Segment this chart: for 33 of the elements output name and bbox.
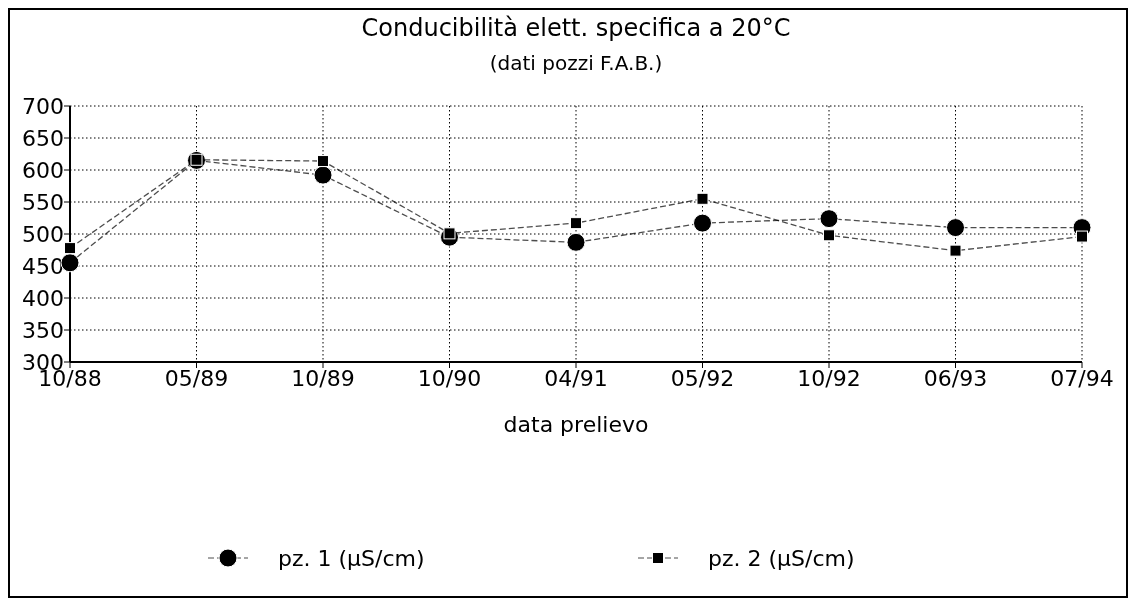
y-tick-label: 350 bbox=[22, 317, 64, 343]
chart-subtitle: (dati pozzi F.A.B.) bbox=[489, 51, 663, 75]
y-tick-label: 550 bbox=[22, 189, 64, 215]
point bbox=[696, 192, 709, 205]
point bbox=[946, 218, 965, 238]
point bbox=[693, 213, 712, 233]
point bbox=[1076, 230, 1088, 243]
x-tick-label: 10/92 bbox=[797, 366, 861, 391]
x-tick-label: 04/91 bbox=[544, 366, 608, 391]
point bbox=[570, 217, 582, 230]
x-tick-label: 10/90 bbox=[417, 366, 482, 391]
y-tick-label: 500 bbox=[22, 221, 64, 247]
legend-label: pz. 1 (µS/cm) bbox=[278, 545, 425, 571]
x-tick-label: 05/92 bbox=[670, 366, 735, 391]
legend-label: pz. 2 (µS/cm) bbox=[708, 545, 855, 571]
chart-title: Conducibilità elett. specifica a 20°C bbox=[361, 14, 791, 42]
point bbox=[64, 242, 76, 255]
y-tick-label: 600 bbox=[22, 157, 64, 183]
x-tick-label: 05/89 bbox=[164, 366, 229, 391]
point bbox=[819, 209, 839, 229]
point bbox=[566, 232, 586, 252]
point bbox=[313, 165, 333, 185]
y-tick-label: 700 bbox=[22, 93, 64, 119]
x-tick-label: 06/93 bbox=[923, 366, 988, 391]
x-tick-label: 07/94 bbox=[1050, 366, 1114, 391]
y-tick-label: 650 bbox=[22, 125, 64, 151]
y-tick-label: 450 bbox=[22, 253, 64, 279]
point bbox=[823, 229, 835, 242]
point bbox=[317, 155, 329, 168]
point bbox=[949, 244, 962, 257]
y-tick-label: 400 bbox=[22, 285, 64, 311]
x-tick-label: 10/89 bbox=[291, 366, 355, 391]
x-axis-title: data prelievo bbox=[503, 412, 649, 437]
